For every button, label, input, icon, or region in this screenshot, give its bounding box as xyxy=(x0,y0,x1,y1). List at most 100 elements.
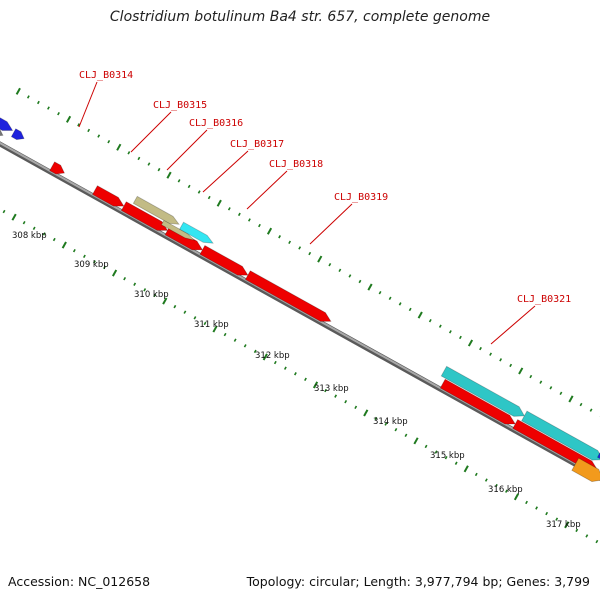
gene-feature-4[interactable] xyxy=(199,244,249,276)
inner-tick xyxy=(283,366,287,370)
inner-tick-ring xyxy=(2,209,599,544)
inner-tick xyxy=(585,534,589,538)
inner-tick xyxy=(444,455,448,460)
inner-tick xyxy=(413,437,419,445)
gene-label[interactable]: CLJ_B0321 xyxy=(517,294,571,305)
outer-tick xyxy=(47,106,50,110)
outer-tick xyxy=(127,151,131,155)
outer-tick xyxy=(77,123,81,127)
kbp-label: 315 kbp xyxy=(430,451,465,461)
inner-tick xyxy=(484,478,488,482)
inner-tick xyxy=(535,506,539,510)
inner-tick xyxy=(82,254,86,258)
inner-tick xyxy=(575,528,579,533)
gene-feature-5[interactable] xyxy=(244,270,332,322)
kbp-label: 317 kbp xyxy=(546,520,581,530)
outer-tick xyxy=(258,223,261,228)
gene-feature-12[interactable] xyxy=(521,410,600,461)
outer-tick xyxy=(147,162,151,166)
gene-label[interactable]: CLJ_B0314 xyxy=(79,70,133,81)
gene-feature-14[interactable] xyxy=(10,128,25,140)
kbp-label: 314 kbp xyxy=(373,417,408,427)
gene-feature-15[interactable] xyxy=(0,126,4,137)
inner-tick xyxy=(32,226,36,231)
inner-tick xyxy=(334,394,338,398)
gene-labels: CLJ_B0314 CLJ_B0315 CLJ_B0316 CLJ_B0317 CLJ_… xyxy=(79,70,571,305)
inner-tick xyxy=(463,465,469,473)
gene-label[interactable]: CLJ_B0315 xyxy=(153,100,207,111)
inner-tick xyxy=(374,416,378,421)
kbp-label: 312 kbp xyxy=(255,351,290,361)
outer-tick xyxy=(579,402,583,407)
inner-tick xyxy=(273,360,277,365)
outer-tick xyxy=(177,179,181,183)
inner-tick xyxy=(494,483,498,488)
inner-tick xyxy=(474,472,478,477)
inner-tick xyxy=(193,316,197,320)
inner-tick xyxy=(52,237,56,242)
gene-leader-line xyxy=(78,81,98,128)
outer-tick xyxy=(378,290,382,295)
gene-feature-6[interactable] xyxy=(439,378,516,425)
inner-tick xyxy=(72,249,76,253)
outer-tick-ring xyxy=(15,87,600,417)
inner-tick xyxy=(223,332,227,337)
kbp-label: 310 kbp xyxy=(134,290,169,300)
gene-label[interactable]: CLJ_B0316 xyxy=(189,118,243,129)
gene-feature-13[interactable] xyxy=(0,117,14,131)
outer-tick xyxy=(36,100,40,105)
gene-leader-line xyxy=(490,305,536,345)
outer-tick xyxy=(26,95,30,99)
inner-tick xyxy=(454,461,458,465)
inner-tick xyxy=(153,293,157,298)
outer-tick xyxy=(348,274,352,278)
kbp-label: 311 kbp xyxy=(194,320,229,330)
gene-feature-16[interactable] xyxy=(596,450,600,460)
feature-track xyxy=(0,117,600,482)
outer-tick xyxy=(278,235,281,239)
inner-tick xyxy=(103,265,106,270)
backbone xyxy=(0,141,600,481)
gene-feature-17[interactable] xyxy=(571,457,600,482)
outer-tick xyxy=(559,391,563,396)
outer-tick xyxy=(467,339,474,347)
gene-feature-2[interactable] xyxy=(120,201,169,231)
gene-leader-line xyxy=(309,203,353,245)
gene-label[interactable]: CLJ_B0319 xyxy=(334,192,388,203)
inner-tick xyxy=(513,493,520,501)
inner-tick xyxy=(2,209,6,214)
outer-tick xyxy=(157,167,161,172)
inner-tick xyxy=(111,269,118,277)
inner-tick xyxy=(545,511,549,516)
gene-feature-8[interactable] xyxy=(132,195,180,225)
gene-label[interactable]: CLJ_B0317 xyxy=(230,139,284,150)
kbp-label: 308 kbp xyxy=(12,231,47,241)
outer-tick xyxy=(388,296,392,300)
inner-tick xyxy=(384,422,388,426)
gene-feature-1[interactable] xyxy=(91,185,125,207)
outer-tick xyxy=(266,227,273,235)
outer-tick xyxy=(589,408,593,412)
map-title: Clostridium botulinum Ba4 str. 657, comp… xyxy=(109,9,491,25)
outer-tick xyxy=(428,318,432,323)
gene-feature-0[interactable] xyxy=(49,161,65,175)
outer-tick xyxy=(459,335,462,340)
inner-tick xyxy=(183,310,187,314)
outer-tick xyxy=(87,128,91,133)
gene-feature-11[interactable] xyxy=(440,365,525,417)
gene-feature-10[interactable] xyxy=(179,221,214,244)
inner-tick xyxy=(233,338,237,342)
inner-tick xyxy=(22,221,26,225)
outer-tick xyxy=(137,156,141,161)
inner-tick xyxy=(243,344,247,348)
outer-tick xyxy=(417,311,423,319)
accession-text: Accession: NC_012658 xyxy=(8,574,151,589)
gene-label[interactable]: CLJ_B0318 xyxy=(269,159,323,170)
outer-tick xyxy=(328,263,332,267)
outer-tick xyxy=(367,283,373,291)
outer-tick xyxy=(116,143,122,151)
outer-tick xyxy=(237,212,241,217)
outer-tick xyxy=(438,324,442,328)
outer-tick xyxy=(448,330,452,334)
